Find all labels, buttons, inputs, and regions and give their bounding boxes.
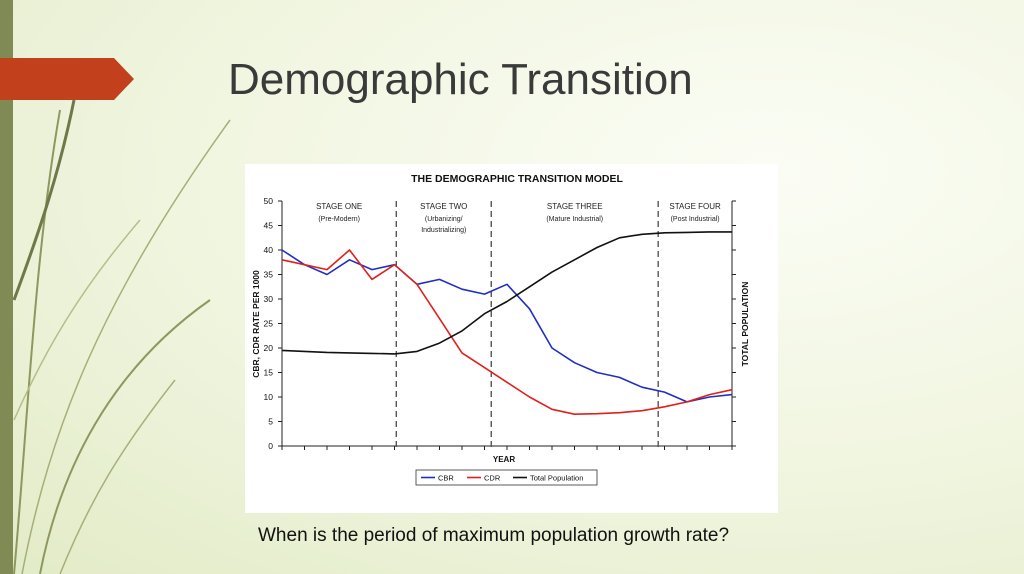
leaf-stroke	[39, 299, 211, 574]
x-axis-label: YEAR	[493, 455, 515, 464]
stage-subtitle: Industrializing)	[421, 227, 466, 234]
y-tick-label: 30	[264, 294, 274, 304]
series-group	[281, 231, 733, 415]
y-tick-label: 40	[264, 245, 274, 255]
y-tick-label: 35	[264, 270, 274, 280]
demographic-transition-chart: THE DEMOGRAPHIC TRANSITION MODEL CBR, CD…	[251, 173, 750, 486]
left-accent-bar	[0, 0, 13, 574]
stage-subtitle: (Mature Industrial)	[546, 216, 603, 223]
y-tick-label: 15	[264, 368, 274, 378]
slide-title: Demographic Transition	[228, 55, 693, 104]
stage-group: STAGE ONE (Pre-Modern) STAGE TWO (Urbanizin…	[316, 201, 721, 450]
stage-name: STAGE ONE	[316, 202, 362, 211]
cbr-line	[281, 249, 733, 403]
chart-title: THE DEMOGRAPHIC TRANSITION MODEL	[411, 173, 623, 185]
stage-subtitle: (Pre-Modern)	[318, 216, 360, 223]
legend-label: CDR	[484, 474, 501, 483]
leaf-stroke	[13, 219, 141, 421]
y-tick-label: 5	[268, 417, 273, 427]
y-tick-label: 25	[264, 319, 274, 329]
leaf-stroke	[12, 99, 76, 301]
leaf-stroke	[59, 379, 176, 574]
decorative-leaves	[12, 99, 231, 574]
total-population-line	[281, 231, 732, 355]
leaf-stroke	[13, 109, 61, 574]
y-tick-label: 45	[264, 221, 274, 231]
stage-subtitle: (Post Industrial)	[671, 216, 720, 223]
slide-question: When is the period of maximum population…	[258, 525, 730, 546]
legend-label: CBR	[438, 474, 454, 483]
accent-tag-shape	[0, 58, 134, 100]
y-tick-label: 0	[268, 441, 273, 451]
chart-image: THE DEMOGRAPHIC TRANSITION MODEL CBR, CD…	[245, 164, 778, 513]
legend-label: Total Population	[530, 474, 583, 483]
y-tick-label: 20	[264, 343, 274, 353]
stage-name: STAGE THREE	[547, 202, 603, 211]
cdr-line	[281, 249, 733, 415]
stage-subtitle: (Urbanizing/	[425, 216, 463, 223]
y-tick-label: 50	[264, 196, 274, 206]
leaf-stroke	[21, 119, 231, 574]
chart-legend: CBR CDR Total Population	[415, 469, 598, 486]
y-tick-label: 10	[264, 392, 274, 402]
title-accent-tag	[0, 58, 134, 100]
y-axis-label: CBR, CDR RATE PER 1000	[251, 270, 261, 378]
axes-group: 0 5 10 15 20 25 30 35 40 45 50	[264, 196, 736, 451]
stage-name: STAGE FOUR	[669, 202, 721, 211]
y-axis-right-label: TOTAL POPULATION	[740, 282, 750, 367]
stage-name: STAGE TWO	[420, 202, 467, 211]
legend-box	[415, 469, 598, 486]
